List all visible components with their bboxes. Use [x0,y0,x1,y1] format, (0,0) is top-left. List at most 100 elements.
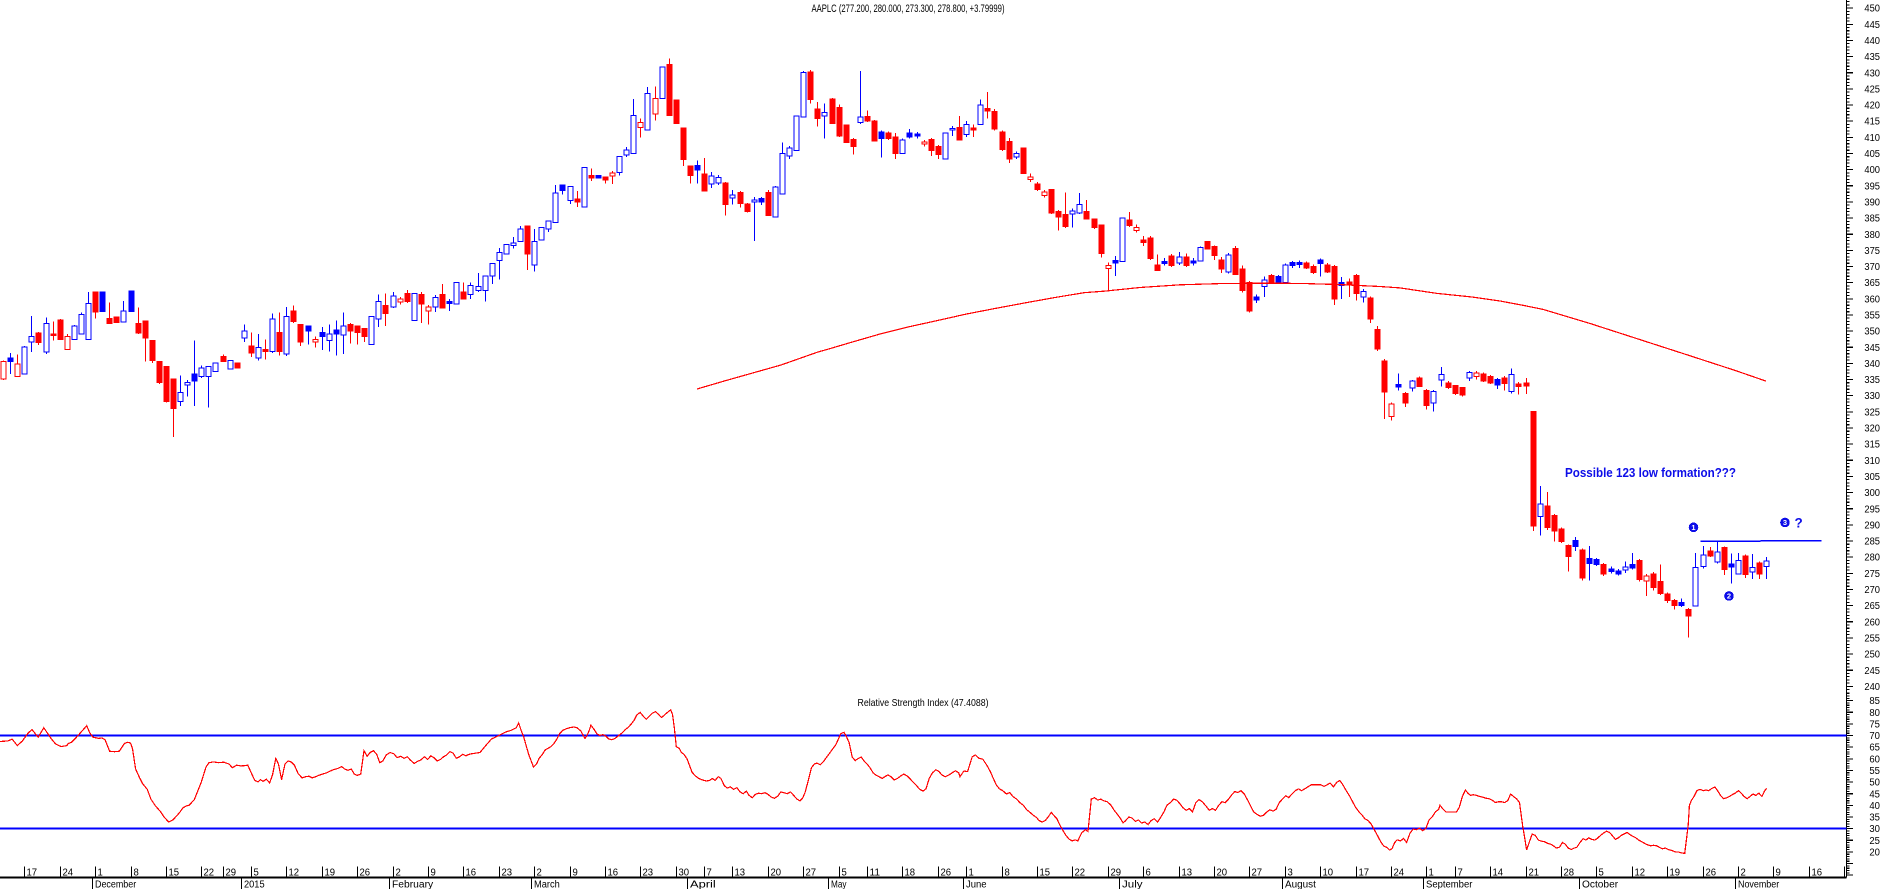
svg-text:310: 310 [1864,456,1880,467]
svg-text:23: 23 [502,868,513,879]
svg-text:1: 1 [98,868,103,879]
svg-text:2015: 2015 [244,880,265,889]
svg-text:420: 420 [1864,101,1880,112]
svg-text:395: 395 [1864,181,1880,192]
svg-text:27: 27 [1252,868,1263,879]
svg-text:40: 40 [1869,801,1880,812]
svg-text:320: 320 [1864,424,1880,435]
svg-text:November: November [1738,880,1780,889]
svg-text:25: 25 [1869,836,1880,847]
svg-text:6: 6 [1146,868,1152,879]
svg-text:375: 375 [1864,246,1880,257]
svg-text:30: 30 [679,868,690,879]
svg-text:365: 365 [1864,278,1880,289]
svg-text:September: September [1426,880,1473,889]
svg-text:19: 19 [325,868,336,879]
svg-text:15: 15 [169,868,180,879]
svg-text:260: 260 [1864,617,1880,628]
svg-text:9: 9 [431,868,436,879]
svg-text:19: 19 [1670,868,1681,879]
svg-text:380: 380 [1864,230,1880,241]
svg-text:55: 55 [1869,766,1880,777]
svg-text:29: 29 [226,868,237,879]
svg-text:290: 290 [1864,520,1880,531]
svg-text:245: 245 [1864,666,1880,677]
svg-text:20: 20 [1217,868,1228,879]
svg-text:29: 29 [1111,868,1122,879]
svg-text:22: 22 [1075,868,1086,879]
svg-text:13: 13 [735,868,746,879]
svg-text:385: 385 [1864,214,1880,225]
svg-text:5: 5 [1599,868,1605,879]
svg-text:20: 20 [1869,848,1880,859]
svg-text:295: 295 [1864,504,1880,515]
svg-text:430: 430 [1864,68,1880,79]
svg-text:415: 415 [1864,117,1880,128]
svg-text:December: December [95,880,137,889]
svg-text:5: 5 [842,868,848,879]
svg-text:275: 275 [1864,569,1880,580]
svg-text:1: 1 [969,868,974,879]
svg-text:October: October [1582,880,1619,889]
svg-text:1: 1 [1429,868,1434,879]
svg-text:17: 17 [27,868,38,879]
svg-text:12: 12 [289,868,300,879]
svg-text:440: 440 [1864,36,1880,47]
svg-text:11: 11 [870,868,881,879]
svg-text:24: 24 [63,868,74,879]
svg-text:280: 280 [1864,553,1880,564]
svg-text:February: February [392,880,433,889]
svg-text:270: 270 [1864,585,1880,596]
svg-text:26: 26 [941,868,952,879]
svg-text:2: 2 [396,868,401,879]
svg-text:16: 16 [608,868,619,879]
svg-text:240: 240 [1864,682,1880,693]
svg-text:335: 335 [1864,375,1880,386]
svg-text:315: 315 [1864,440,1880,451]
svg-text:265: 265 [1864,601,1880,612]
svg-text:345: 345 [1864,343,1880,354]
svg-text:255: 255 [1864,634,1880,645]
svg-text:85: 85 [1869,696,1880,707]
svg-text:12: 12 [1635,868,1646,879]
svg-text:May: May [831,880,847,889]
svg-text:20: 20 [771,868,782,879]
svg-text:330: 330 [1864,391,1880,402]
svg-text:60: 60 [1869,754,1880,765]
svg-text:370: 370 [1864,262,1880,273]
svg-text:July: July [1122,880,1143,889]
svg-text:Relative Strength Index (47.40: Relative Strength Index (47.4088) [858,697,989,709]
svg-text:August: August [1285,880,1316,889]
svg-text:80: 80 [1869,708,1880,719]
svg-text:435: 435 [1864,52,1880,63]
svg-text:300: 300 [1864,488,1880,499]
svg-text:70: 70 [1869,731,1880,742]
svg-text:360: 360 [1864,294,1880,305]
svg-text:AAPLC (277.200, 280.000, 273.3: AAPLC (277.200, 280.000, 273.300, 278.80… [812,3,1005,15]
svg-text:22: 22 [204,868,215,879]
svg-text:14: 14 [1493,868,1504,879]
svg-text:65: 65 [1869,743,1880,754]
svg-text:250: 250 [1864,650,1880,661]
svg-text:Possible 123 low formation???: Possible 123 low formation??? [1565,465,1736,480]
svg-text:June: June [966,880,987,889]
svg-text:75: 75 [1869,720,1880,731]
svg-text:27: 27 [806,868,817,879]
svg-text:28: 28 [1564,868,1575,879]
svg-text:30: 30 [1869,824,1880,835]
svg-text:16: 16 [1812,868,1823,879]
svg-text:15: 15 [1040,868,1051,879]
svg-text:2: 2 [1741,868,1746,879]
svg-text:305: 305 [1864,472,1880,483]
svg-text:405: 405 [1864,149,1880,160]
svg-text:450: 450 [1864,4,1880,15]
svg-text:9: 9 [573,868,578,879]
svg-text:8: 8 [134,868,140,879]
svg-text:9: 9 [1776,868,1781,879]
svg-text:2: 2 [1727,592,1731,601]
svg-text:16: 16 [466,868,477,879]
svg-text:340: 340 [1864,359,1880,370]
svg-text:?: ? [1795,516,1803,531]
svg-text:45: 45 [1869,789,1880,800]
svg-text:26: 26 [360,868,371,879]
